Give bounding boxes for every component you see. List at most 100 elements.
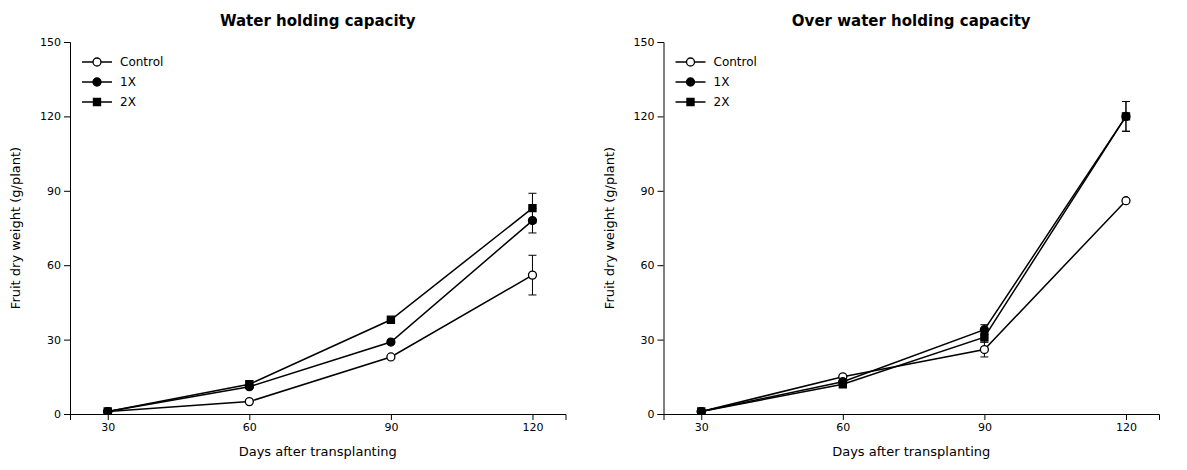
tick-mark <box>701 414 702 420</box>
series <box>697 102 1130 414</box>
legend-marker <box>93 58 101 66</box>
tick-label: 90 <box>384 421 398 434</box>
legend-label: 2X <box>120 95 136 109</box>
marker <box>1122 112 1130 120</box>
error-bar <box>980 342 988 357</box>
tick-label: 0 <box>648 408 655 421</box>
y-axis: 0306090120150 <box>634 36 665 421</box>
tick: 30 <box>641 334 664 347</box>
axis-line <box>664 415 1160 421</box>
legend-marker <box>687 58 695 66</box>
error-bar-cap <box>1122 101 1130 102</box>
series-line <box>701 201 1126 412</box>
legend-marker <box>687 98 694 105</box>
tick: 90 <box>641 185 664 198</box>
tick: 0 <box>54 408 70 421</box>
plot-area <box>697 102 1130 414</box>
tick: 60 <box>641 259 664 272</box>
tick: 90 <box>978 414 992 434</box>
legend: Control 1X 2X <box>82 55 163 109</box>
x-axis: 30 60 90 120 <box>664 414 1160 434</box>
x-axis-title: Days after transplanting <box>239 444 397 459</box>
axis-line <box>658 43 665 415</box>
tick-label: 120 <box>522 421 543 434</box>
y-axis-title: Fruit dry weight (g/plant) <box>8 147 23 309</box>
marker <box>839 381 846 388</box>
legend-item: 1X <box>82 75 136 89</box>
error-bar-cap <box>980 332 988 333</box>
tick-label: 120 <box>1116 421 1137 434</box>
marker <box>104 408 111 414</box>
tick-label: 60 <box>641 259 655 272</box>
series <box>697 102 1130 414</box>
error-bar-cap <box>1122 101 1130 102</box>
plot-area <box>104 193 537 414</box>
tick-label: 60 <box>47 259 61 272</box>
x-axis: 306090120 <box>71 414 567 434</box>
tick: 150 <box>40 36 70 49</box>
error-bar-cap <box>528 232 536 233</box>
series-line <box>108 275 533 411</box>
tick: 30 <box>695 414 709 434</box>
legend-item: Control <box>676 55 757 69</box>
tick-mark <box>658 265 664 266</box>
marker <box>528 271 536 279</box>
tick-mark <box>64 340 70 341</box>
legend-label: Control <box>714 55 757 69</box>
tick: 60 <box>243 414 257 434</box>
marker <box>529 205 536 212</box>
error-bar <box>528 255 536 295</box>
marker <box>246 381 253 388</box>
panel: 30 60 90 120 0 30 60 90 120 150 Over water holding… <box>602 12 1160 459</box>
tick-mark <box>658 42 664 43</box>
legend: Control 1X 2X <box>676 55 757 109</box>
error-bar <box>980 332 988 342</box>
legend-label: Control <box>120 55 163 69</box>
legend-label: 1X <box>714 75 730 89</box>
x-axis-title: Days after transplanting <box>832 444 990 459</box>
tick-mark <box>391 414 392 420</box>
tick-mark <box>108 414 109 420</box>
series <box>697 197 1130 414</box>
marker <box>1122 197 1130 205</box>
tick-label: 30 <box>47 334 61 347</box>
tick-label: 90 <box>641 185 655 198</box>
series <box>104 193 537 414</box>
marker <box>697 408 705 414</box>
series-line <box>108 208 533 411</box>
tick-mark <box>64 116 70 117</box>
error-bar-cap <box>528 294 536 295</box>
error-bar-cap <box>1122 131 1130 132</box>
legend-item: 2X <box>676 95 730 109</box>
tick-mark <box>64 191 70 192</box>
title: Over water holding capacity <box>792 12 1031 30</box>
error-bar-cap <box>528 223 536 224</box>
error-bar <box>1122 102 1130 132</box>
error-bar-cap <box>528 255 536 256</box>
error-bar-cap <box>980 356 988 357</box>
marker <box>697 408 705 414</box>
error-bar-cap <box>528 193 536 194</box>
tick-mark <box>1126 414 1127 420</box>
tick-mark <box>532 414 533 420</box>
tick-mark <box>658 414 664 415</box>
legend-item: 1X <box>676 75 730 89</box>
marker <box>387 316 394 323</box>
tick: 90 <box>47 185 70 198</box>
tick: 60 <box>836 414 850 434</box>
tick-label: 0 <box>54 408 61 421</box>
panel: 3060901200306090120150Water holding capa… <box>8 12 566 459</box>
tick-mark <box>658 340 664 341</box>
tick-label: 60 <box>243 421 257 434</box>
title: Water holding capacity <box>220 12 416 30</box>
tick-mark <box>658 116 664 117</box>
tick: 150 <box>634 36 664 49</box>
chart-root: 30 60 90 120 0 30 60 90 120 150 Water holding capa… <box>0 0 1187 470</box>
legend-label: 2X <box>714 95 730 109</box>
tick-label: 60 <box>836 421 850 434</box>
axis-line <box>64 43 71 415</box>
marker <box>104 408 112 414</box>
legend-item: Control <box>82 55 163 69</box>
axis-line <box>71 415 567 421</box>
series <box>104 255 537 414</box>
